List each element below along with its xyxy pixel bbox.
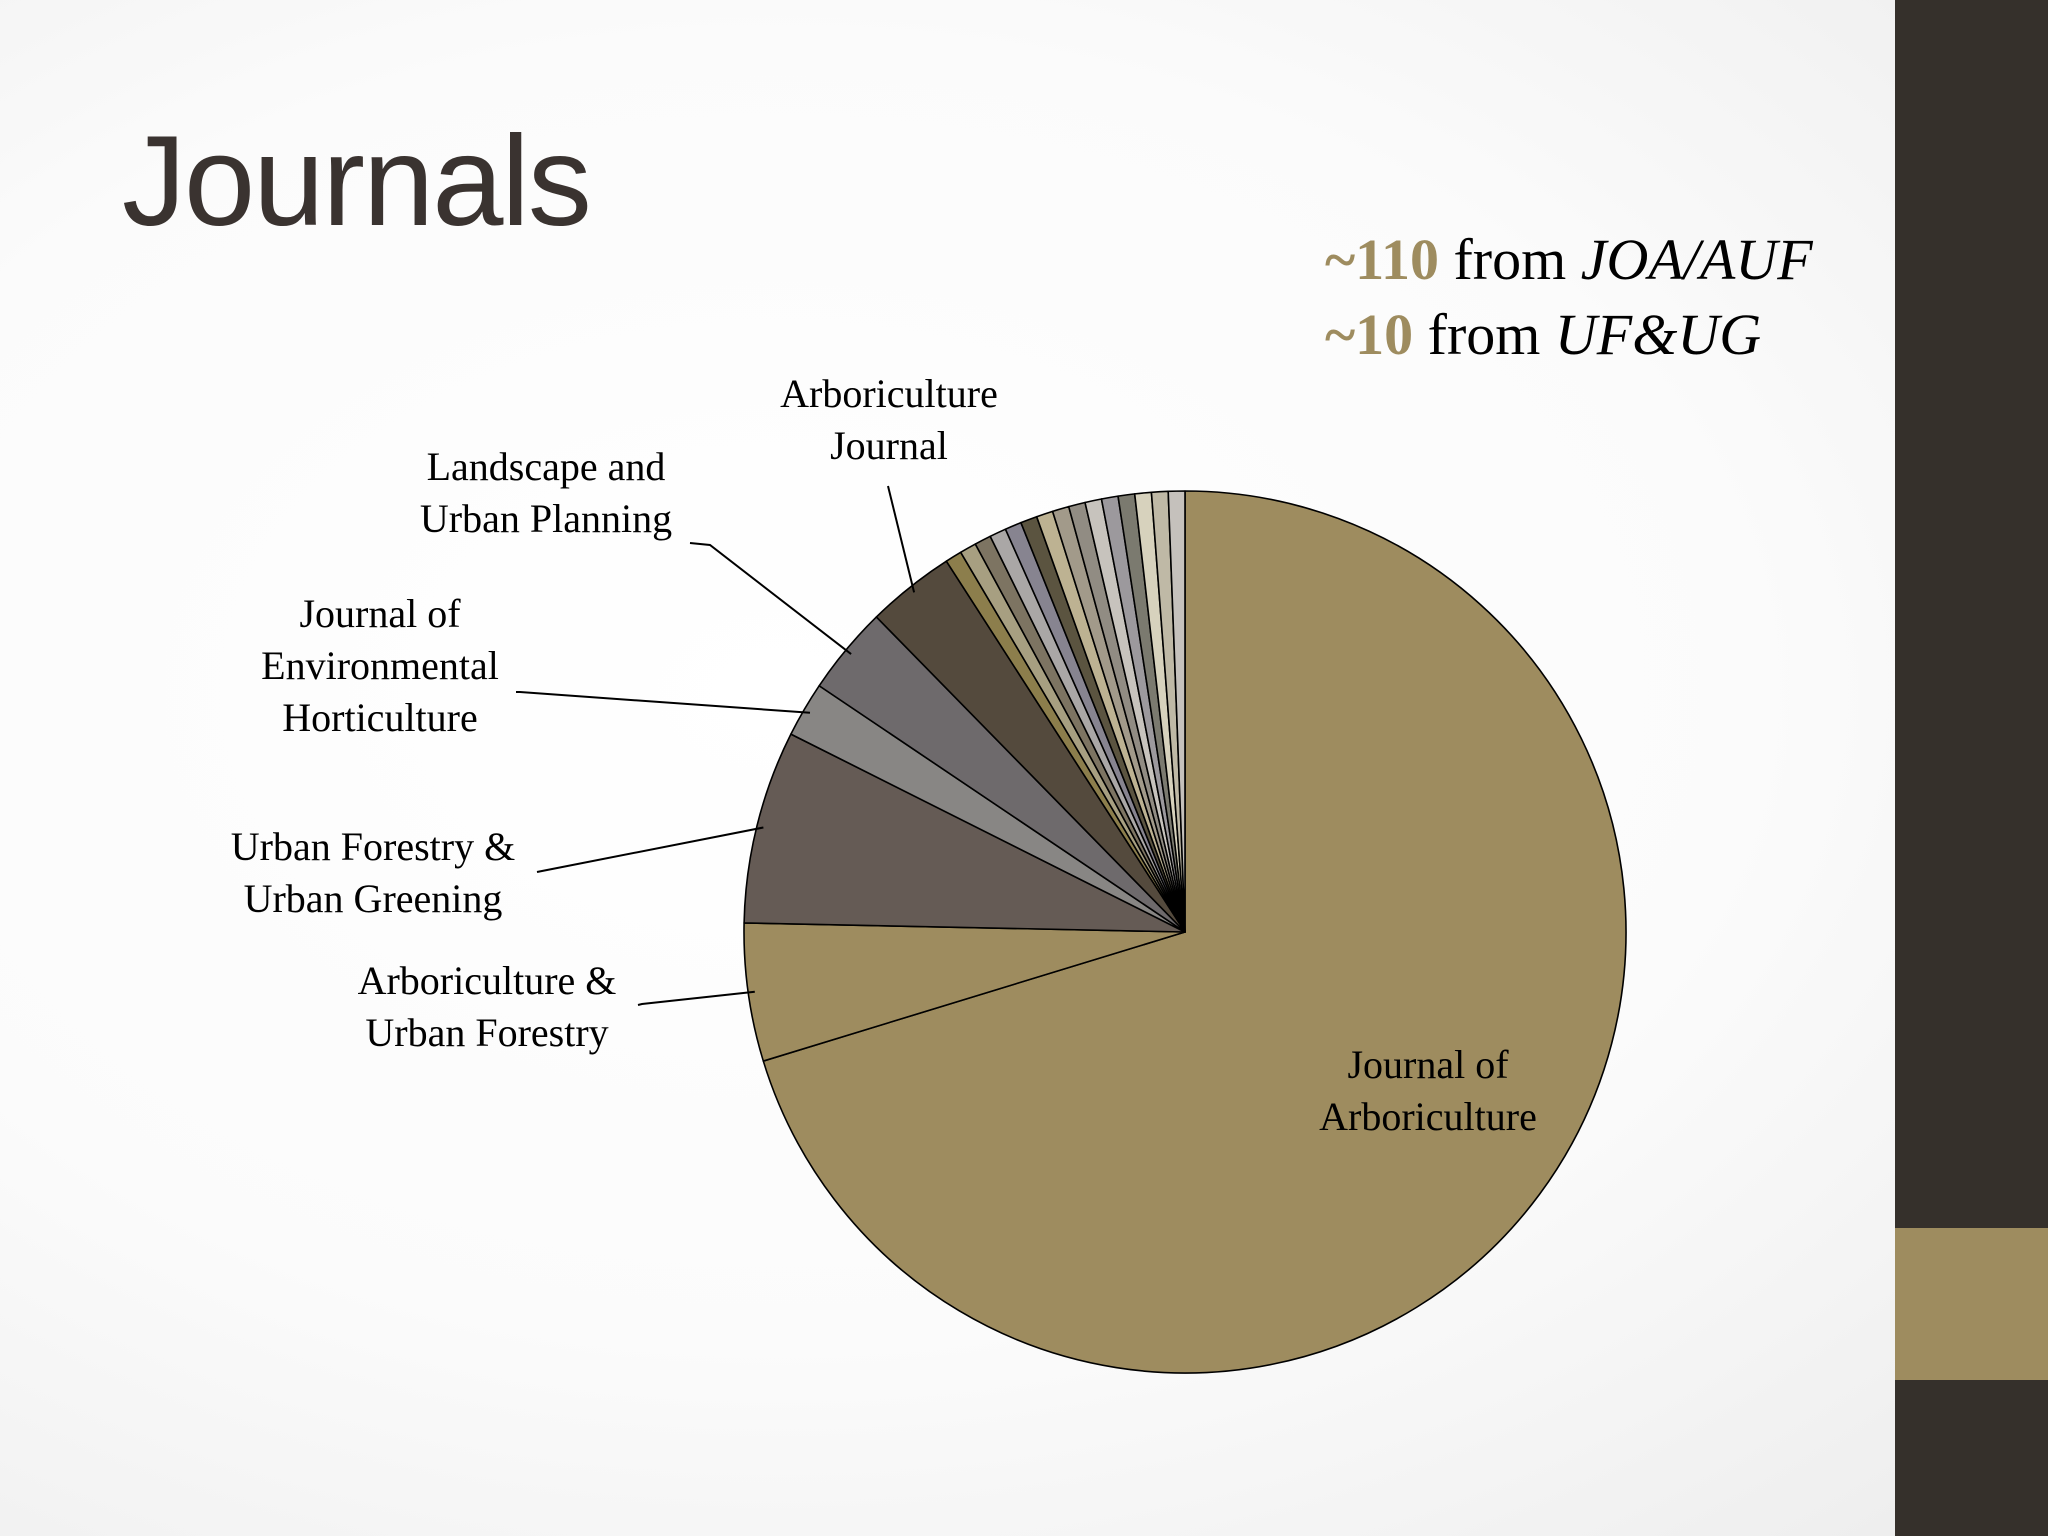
slice-label-line: Arboriculture [780, 371, 998, 416]
leader-line [516, 691, 811, 714]
callout-line: ~10 from UF&UG [1325, 297, 1813, 372]
slice-label: Journal of Arboriculture [1319, 1042, 1537, 1139]
slice-label-line: Journal [830, 423, 948, 468]
pie-slice [1167, 490, 1186, 933]
slice-label: Arboriculture & Urban Forestry [358, 958, 617, 1055]
sidebar-accent-block [1895, 1228, 2048, 1380]
slice-label: Urban Forestry & Urban Greening [231, 824, 515, 921]
slide-title: Journals [122, 110, 592, 253]
leader-line [887, 485, 916, 593]
callout-source: JOA/AUF [1580, 227, 1813, 292]
pie-slices [743, 490, 1627, 1374]
pie-labels: Journal of Arboriculture Arboriculture & Ur… [231, 371, 1537, 1139]
slice-label-line: Arboriculture & [358, 958, 617, 1003]
slice-label-line: Urban Forestry & [231, 824, 515, 869]
slice-label-line: Environmental [261, 643, 499, 688]
callout-word: from [1427, 302, 1541, 367]
slice-label-line: Journal of [299, 591, 461, 636]
pie-slice [762, 490, 1627, 1374]
slice-label-line: Urban Forestry [365, 1010, 608, 1055]
leader-line [536, 826, 764, 873]
slice-label-line: Urban Greening [244, 876, 503, 921]
slice-label: Landscape and Urban Planning [420, 444, 672, 541]
callout-source: UF&UG [1554, 302, 1762, 367]
leader-line [689, 542, 852, 655]
slice-label-line: Urban Planning [420, 496, 672, 541]
slice-label: Journal of Environmental Horticulture [261, 591, 499, 740]
source-callout: ~110 from JOA/AUF ~10 from UF&UG [1325, 222, 1813, 372]
slice-label-line: Horticulture [282, 695, 478, 740]
callout-word: from [1453, 227, 1567, 292]
callout-number: ~10 [1325, 302, 1414, 367]
slice-label-line: Journal of [1347, 1042, 1509, 1087]
leader-line [637, 990, 755, 1006]
slice-label: Arboriculture Journal [780, 371, 998, 468]
callout-number: ~110 [1325, 227, 1439, 292]
slice-label-line: Arboriculture [1319, 1094, 1537, 1139]
slice-label-line: Landscape and [427, 444, 666, 489]
callout-line: ~110 from JOA/AUF [1325, 222, 1813, 297]
pie-slice [743, 733, 1186, 933]
